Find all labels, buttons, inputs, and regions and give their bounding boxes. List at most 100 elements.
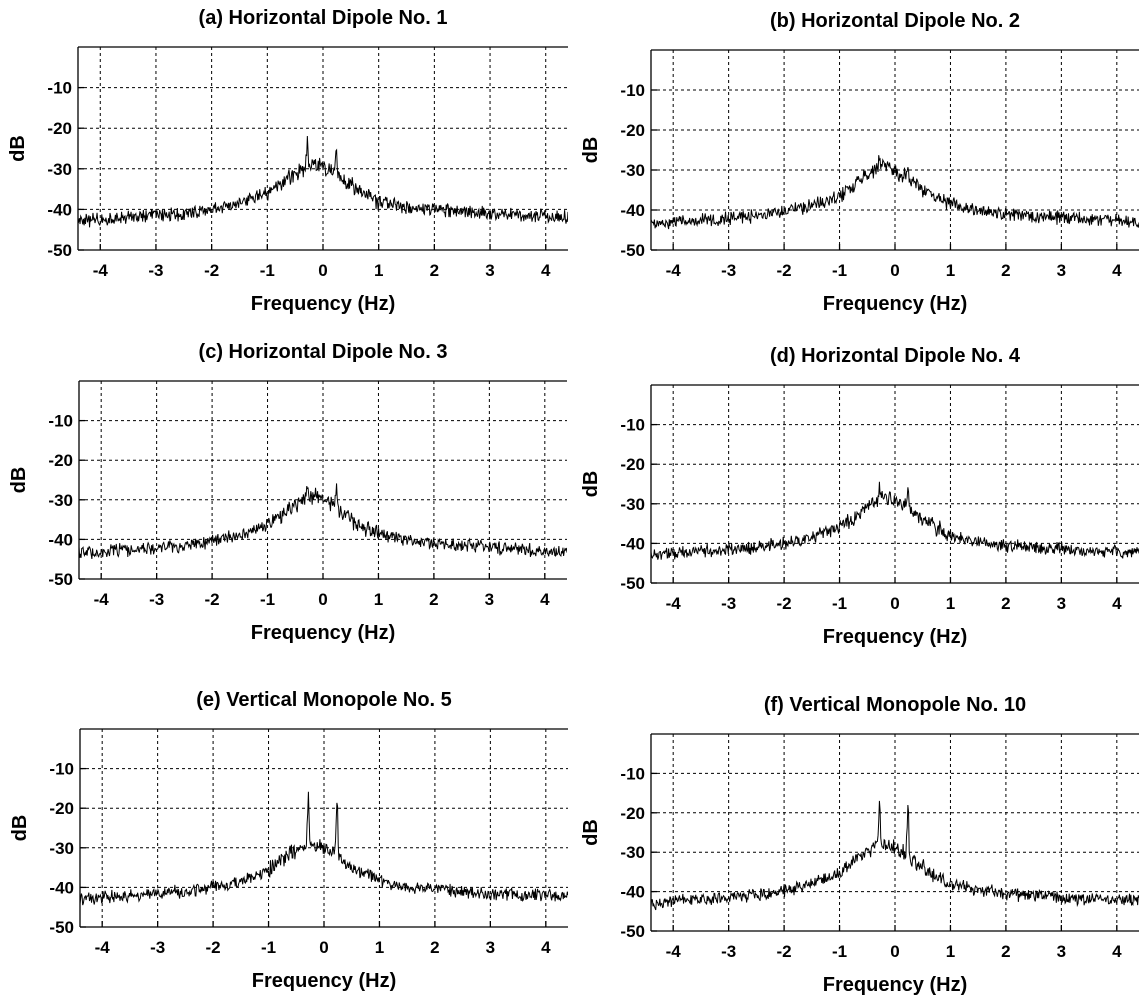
x-axis-label: Frequency (Hz)	[823, 293, 967, 315]
x-tick-label: 0	[890, 594, 899, 613]
y-axis-label: dB	[580, 137, 602, 164]
y-axis-label: dB	[580, 471, 602, 498]
y-tick-label: -30	[48, 491, 73, 510]
chart-title: (f) Vertical Monopole No. 10	[764, 694, 1026, 716]
chart-title: (d) Horizontal Dipole No. 4	[770, 345, 1021, 367]
x-tick-label: 4	[1112, 594, 1122, 613]
x-tick-label: -4	[94, 590, 110, 609]
chart-2: -4 -3 -2 -1 0 1 2 3 4-10-20-30-40-50(c) Horizont…	[8, 341, 567, 644]
x-tick-label: 0	[890, 261, 899, 280]
x-tick-label: 2	[430, 261, 439, 280]
y-tick-label: -40	[620, 534, 645, 553]
x-tick-label: 1	[375, 938, 384, 957]
y-tick-label: -10	[47, 79, 72, 98]
x-tick-label: 2	[430, 938, 439, 957]
y-tick-label: -40	[47, 200, 72, 219]
x-tick-label: -1	[260, 590, 275, 609]
x-tick-label: 1	[374, 261, 383, 280]
x-tick-label: 3	[485, 261, 494, 280]
y-tick-label: -10	[49, 760, 74, 779]
y-tick-label: -40	[49, 878, 74, 897]
x-tick-label: -4	[93, 261, 109, 280]
x-tick-label: 2	[1001, 942, 1010, 961]
x-tick-label: 4	[541, 938, 551, 957]
x-tick-label: -4	[95, 938, 111, 957]
y-tick-label: -10	[620, 764, 645, 783]
y-tick-label: -20	[49, 799, 74, 818]
x-tick-label: 1	[374, 590, 383, 609]
y-tick-label: -50	[49, 918, 74, 937]
y-tick-label: -10	[620, 81, 645, 100]
x-tick-label: -2	[777, 261, 792, 280]
x-axis-label: Frequency (Hz)	[823, 974, 967, 996]
x-tick-label: -3	[721, 594, 736, 613]
x-tick-label: 1	[946, 942, 955, 961]
x-tick-label: 0	[890, 942, 899, 961]
y-tick-label: -30	[47, 160, 72, 179]
y-tick-label: -50	[620, 574, 645, 593]
x-tick-label: 2	[429, 590, 438, 609]
x-tick-label: 4	[541, 261, 551, 280]
x-axis-label: Frequency (Hz)	[251, 293, 395, 315]
spectrum-line	[651, 481, 1139, 560]
x-tick-label: -1	[832, 942, 847, 961]
y-tick-label: -20	[620, 804, 645, 823]
x-tick-label: -1	[832, 261, 847, 280]
y-axis-label: dB	[580, 819, 602, 846]
y-tick-label: -50	[48, 570, 73, 589]
x-tick-label: -4	[666, 261, 682, 280]
x-tick-label: -3	[149, 590, 164, 609]
x-axis-label: Frequency (Hz)	[251, 622, 395, 644]
x-tick-label: 0	[318, 590, 327, 609]
x-tick-label: -4	[666, 594, 682, 613]
x-tick-label: -4	[666, 942, 682, 961]
x-tick-label: 4	[1112, 261, 1122, 280]
y-tick-label: -30	[620, 161, 645, 180]
x-axis-label: Frequency (Hz)	[252, 970, 396, 992]
spectrum-line	[80, 791, 568, 906]
x-tick-label: -2	[204, 261, 219, 280]
y-axis-label: dB	[7, 135, 29, 162]
y-tick-label: -10	[48, 412, 73, 431]
x-tick-label: 3	[486, 938, 495, 957]
y-tick-label: -10	[620, 416, 645, 435]
x-tick-label: 3	[485, 590, 494, 609]
x-tick-label: -3	[148, 261, 163, 280]
chart-0: -4 -3 -2 -1 0 1 2 3 4-10-20-30-40-50(a) Horizont…	[7, 7, 568, 315]
x-axis-label: Frequency (Hz)	[823, 626, 967, 648]
y-tick-label: -50	[47, 241, 72, 260]
x-tick-label: 0	[318, 261, 327, 280]
chart-title: (e) Vertical Monopole No. 5	[196, 689, 452, 711]
chart-title: (b) Horizontal Dipole No. 2	[770, 10, 1020, 32]
y-axis-label: dB	[9, 815, 31, 842]
x-tick-label: -2	[777, 942, 792, 961]
x-tick-label: -2	[777, 594, 792, 613]
y-tick-label: -40	[620, 201, 645, 220]
x-tick-label: 1	[946, 261, 955, 280]
x-tick-label: -1	[260, 261, 275, 280]
x-tick-label: -3	[721, 261, 736, 280]
y-tick-label: -50	[620, 922, 645, 941]
x-tick-label: -1	[832, 594, 847, 613]
y-tick-label: -20	[620, 455, 645, 474]
x-tick-label: -1	[261, 938, 276, 957]
chart-title: (a) Horizontal Dipole No. 1	[199, 7, 448, 29]
x-tick-label: 0	[319, 938, 328, 957]
chart-5: -4 -3 -2 -1 0 1 2 3 4-10-20-30-40-50(f) Vertical…	[580, 694, 1139, 996]
y-tick-label: -20	[48, 451, 73, 470]
x-tick-label: 4	[540, 590, 550, 609]
x-tick-label: 1	[946, 594, 955, 613]
x-tick-label: 4	[1112, 942, 1122, 961]
x-tick-label: -2	[206, 938, 221, 957]
x-tick-label: 2	[1001, 594, 1010, 613]
chart-title: (c) Horizontal Dipole No. 3	[199, 341, 448, 363]
y-tick-label: -20	[620, 121, 645, 140]
x-tick-label: 3	[1057, 942, 1066, 961]
chart-1: -4 -3 -2 -1 0 1 2 3 4-10-20-30-40-50(b) Horizont…	[580, 10, 1139, 315]
y-axis-label: dB	[8, 467, 30, 494]
chart-4: -4 -3 -2 -1 0 1 2 3 4-10-20-30-40-50(e) Vertical…	[9, 689, 568, 992]
y-tick-label: -30	[49, 839, 74, 858]
spectrum-line	[651, 800, 1139, 911]
y-tick-label: -40	[48, 530, 73, 549]
